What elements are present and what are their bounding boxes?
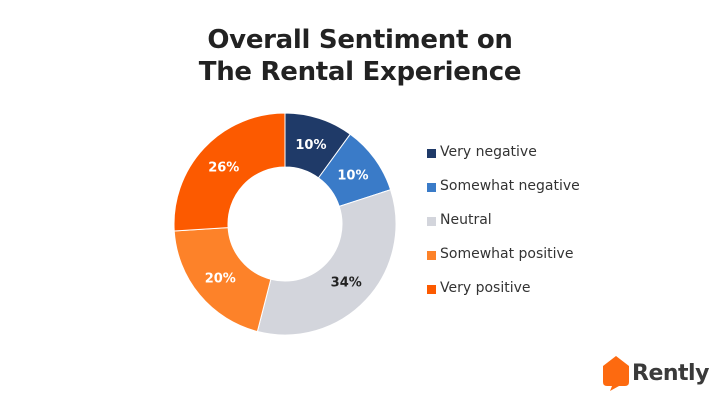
legend-item-very-positive: Very positive [427,280,580,314]
rently-logo-text: Rently [632,360,709,386]
data-label-somewhat-negative: 10% [337,169,368,184]
legend-label: Neutral [440,212,492,228]
data-label-somewhat-positive: 20% [205,272,236,287]
rently-house-icon [603,356,629,391]
legend-label: Very positive [440,280,531,296]
legend-label: Somewhat positive [440,246,574,262]
legend-item-somewhat-positive: Somewhat positive [427,246,580,280]
chart-title-line-1: Overall Sentiment on [207,25,513,55]
legend-swatch [427,149,436,158]
chart-title: Overall Sentiment on The Rental Experien… [0,24,720,88]
legend-label: Very negative [440,144,537,160]
legend-label: Somewhat negative [440,178,580,194]
legend-item-neutral: Neutral [427,212,580,246]
data-label-neutral: 34% [331,276,362,291]
legend-item-somewhat-negative: Somewhat negative [427,178,580,212]
legend-swatch [427,217,436,226]
legend-swatch [427,285,436,294]
chart-title-line-2: The Rental Experience [198,57,522,87]
donut-slice-neutral [256,189,397,336]
rently-logo: Rently [602,353,709,393]
donut-slice-very-positive [173,112,286,232]
legend-swatch [427,251,436,260]
data-label-very-negative: 10% [295,138,326,153]
legend-swatch [427,183,436,192]
data-label-very-positive: 26% [208,160,239,175]
legend-item-very-negative: Very negative [427,144,580,178]
chart-legend: Very negative Somewhat negative Neutral Som… [427,144,580,314]
